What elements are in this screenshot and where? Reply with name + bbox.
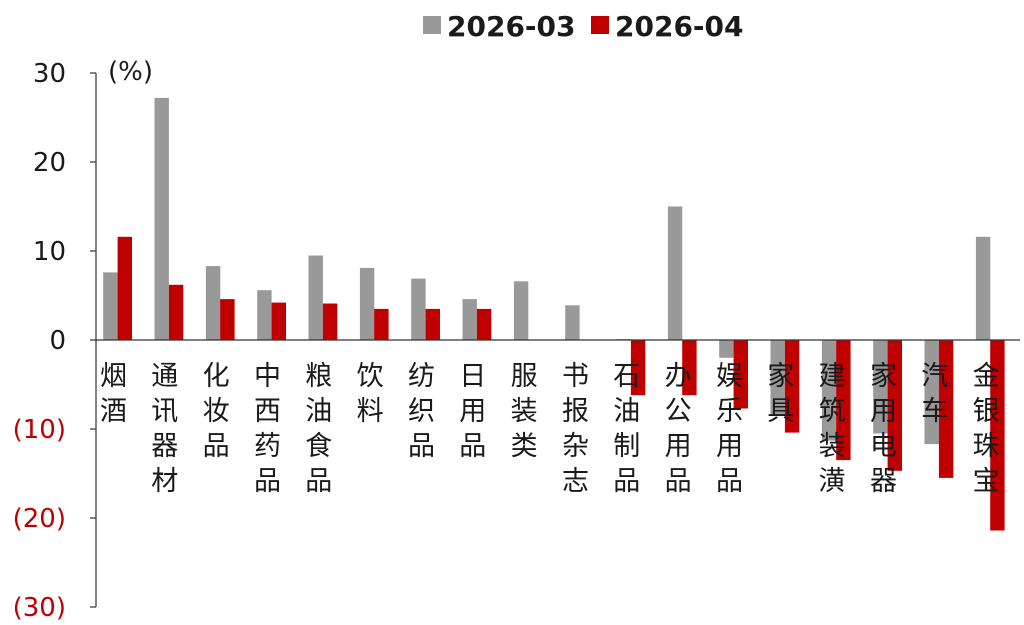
bar-2026-03-汽车: [924, 340, 939, 445]
x-tick-label: 书报杂志: [562, 361, 589, 497]
y-tick-label: 0: [49, 326, 66, 356]
y-tick-label: (20): [13, 504, 66, 534]
bar-2026-04-饮料: [374, 308, 389, 340]
x-tick-label: 家具: [767, 361, 794, 427]
x-tick-label: 服装类: [511, 361, 538, 462]
x-tick-label: 纺织品: [408, 361, 435, 462]
y-tick-label: (30): [13, 593, 66, 623]
legend-label-2026-04: 2026-04: [615, 10, 744, 43]
bar-2026-04-粮油食品: [322, 303, 338, 340]
bar-2026-03-通讯器材: [154, 97, 169, 341]
bar-2026-04-家具: [784, 340, 800, 433]
bar-2026-03-办公用品: [667, 206, 683, 340]
x-tick-label: 汽车: [921, 361, 948, 427]
bar-2026-03-娱乐用品: [719, 340, 734, 358]
bar-2026-04-日用品: [476, 308, 492, 340]
bar-2026-04-烟酒: [117, 236, 132, 340]
bar-2026-03-饮料: [359, 267, 375, 340]
axes: [95, 73, 1020, 607]
legend-label-2026-03: 2026-03: [447, 10, 576, 43]
x-tick-label: 家用电器: [870, 361, 897, 497]
bar-2026-03-粮油食品: [308, 255, 323, 340]
x-tick-label: 粮油食品: [305, 361, 332, 497]
x-tick-label: 办公用品: [665, 361, 692, 497]
y-axis-ticks: 30 20 10 0 (10) (20) (30): [13, 59, 96, 623]
bar-2026-04-家用电器: [887, 340, 902, 471]
x-tick-label: 建筑装潢: [819, 361, 846, 497]
x-tick-label: 日用品: [459, 361, 486, 462]
bar-2026-04-金银珠宝: [990, 340, 1005, 531]
x-tick-label: 娱乐用品: [716, 361, 743, 497]
x-tick-label: 通讯器材: [151, 361, 178, 497]
x-tick-label: 烟酒: [100, 361, 127, 427]
category-labels: 烟酒通讯器材化妆品中西药品粮油食品饮料纺织品日用品服装类书报杂志石油制品办公用品…: [100, 361, 1000, 497]
x-tick-label: 金银珠宝: [973, 361, 1000, 497]
bar-2026-03-服装类: [513, 281, 529, 340]
legend-swatch-2026-03: [423, 16, 441, 34]
x-tick-label: 饮料: [357, 361, 384, 427]
x-tick-label: 石油制品: [613, 361, 640, 497]
bar-2026-03-书报杂志: [565, 305, 580, 340]
x-tick-label: 化妆品: [203, 361, 230, 462]
bar-2026-03-日用品: [462, 299, 477, 340]
bar-2026-04-中西药品: [271, 302, 286, 340]
bar-2026-03-金银珠宝: [975, 236, 991, 340]
bar-2026-03-纺织品: [411, 278, 426, 340]
bar-2026-04-汽车: [938, 340, 954, 478]
bar-2026-03-建筑装潢: [821, 340, 837, 441]
bar-2026-03-化妆品: [205, 266, 221, 340]
bar-2026-04-石油制品: [630, 340, 646, 396]
bar-2026-04-建筑装潢: [836, 340, 851, 461]
bar-2026-04-办公用品: [682, 340, 697, 396]
bars: [103, 97, 1005, 531]
y-axis-unit: (%): [108, 57, 153, 87]
bar-2026-04-通讯器材: [168, 284, 184, 340]
bar-2026-04-化妆品: [220, 299, 235, 340]
x-tick-label: 中西药品: [254, 361, 281, 497]
y-tick-label: 30: [33, 59, 66, 89]
legend-swatch-2026-04: [591, 16, 609, 34]
bar-2026-03-家具: [770, 340, 785, 416]
y-tick-label: 10: [33, 237, 66, 267]
bar-2026-03-中西药品: [257, 290, 272, 340]
legend: 2026-03 2026-04: [423, 10, 744, 43]
bar-2026-03-烟酒: [103, 272, 118, 340]
y-tick-label: 20: [33, 148, 66, 178]
bar-2026-03-家用电器: [873, 340, 888, 434]
bar-2026-04-娱乐用品: [733, 340, 748, 409]
y-tick-label: (10): [13, 415, 66, 445]
bar-2026-04-纺织品: [425, 308, 440, 340]
